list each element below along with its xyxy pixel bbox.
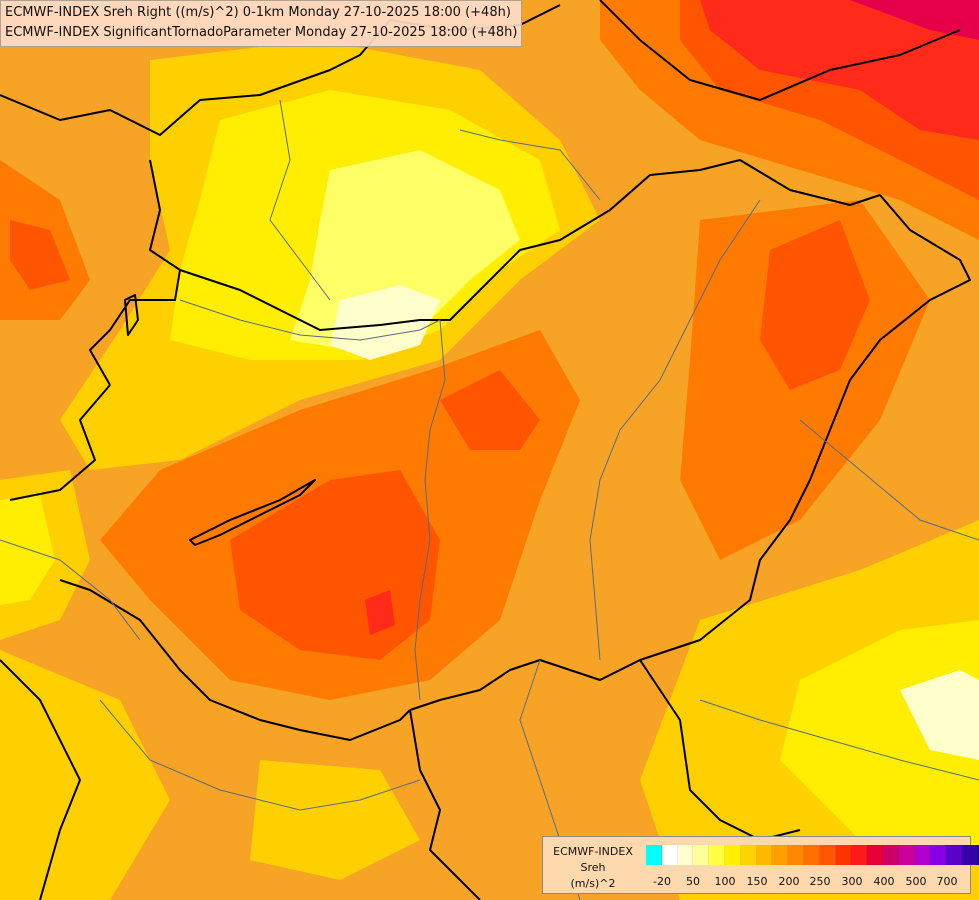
legend-swatch bbox=[724, 845, 741, 865]
legend-swatch bbox=[756, 845, 773, 865]
legend-variable: Sreh bbox=[580, 861, 606, 874]
region-line-1 bbox=[269, 99, 331, 301]
legend-tick: 500 bbox=[905, 875, 927, 888]
legend-swatch bbox=[646, 845, 662, 865]
legend-tick: 100 bbox=[714, 875, 736, 888]
sreh-field-yellow-southeast bbox=[780, 620, 979, 860]
legend-tick: 700 bbox=[936, 875, 958, 888]
sreh-field-red-orange-west bbox=[10, 220, 70, 290]
region-line-6 bbox=[0, 539, 141, 641]
legend-swatch bbox=[898, 845, 915, 865]
region-line-2 bbox=[459, 129, 601, 201]
border-hungary-austria bbox=[9, 384, 111, 501]
river-tisza bbox=[589, 199, 761, 661]
legend-swatch bbox=[772, 845, 789, 865]
legend-swatch bbox=[803, 845, 820, 865]
sreh-field-crimson-corner bbox=[850, 0, 979, 40]
sreh-field-red-orange-mid bbox=[440, 370, 540, 450]
legend-swatch bbox=[946, 845, 962, 865]
sreh-field-red-south bbox=[365, 590, 395, 635]
border-croatia-bosnia bbox=[0, 659, 81, 900]
legend-tick: 150 bbox=[746, 875, 768, 888]
lake-neusiedl bbox=[124, 294, 139, 336]
border-czech-austria bbox=[89, 159, 181, 386]
title-line-stp: ECMWF-INDEX SignificantTornadoParameter … bbox=[5, 25, 518, 40]
legend-swatch bbox=[914, 845, 931, 865]
legend-swatch bbox=[693, 845, 710, 865]
lake-balaton bbox=[189, 479, 316, 546]
legend-tick: 400 bbox=[873, 875, 895, 888]
legend-swatch bbox=[740, 845, 757, 865]
sreh-field-pale-southeast bbox=[900, 670, 979, 760]
color-legend: ECMWF-INDEX Sreh (m/s)^2 -20 50 100 150 200 2… bbox=[542, 836, 979, 894]
legend-unit: (m/s)^2 bbox=[570, 877, 616, 890]
legend-swatch bbox=[788, 845, 804, 865]
legend-tick: 300 bbox=[841, 875, 863, 888]
sreh-field-gold-southwest bbox=[0, 650, 170, 900]
sreh-field-gold-south bbox=[250, 760, 420, 880]
border-poland-slovakia bbox=[599, 0, 961, 101]
legend-swatch bbox=[867, 845, 883, 865]
sreh-field-pale-core bbox=[330, 285, 440, 360]
legend-tick: 50 bbox=[686, 875, 700, 888]
legend-swatch bbox=[835, 845, 852, 865]
legend-color-scale bbox=[646, 845, 979, 865]
sreh-field-yellow-west bbox=[0, 495, 55, 605]
border-serbia bbox=[409, 709, 481, 900]
region-line-4 bbox=[699, 699, 979, 781]
legend-swatch bbox=[882, 845, 899, 865]
sreh-field-red-orange-east bbox=[760, 220, 870, 390]
legend-swatch bbox=[661, 845, 678, 865]
legend-tick: 200 bbox=[778, 875, 800, 888]
legend-source: ECMWF-INDEX bbox=[553, 845, 633, 858]
border-hungary-croatia bbox=[59, 579, 411, 741]
legend-swatch bbox=[961, 845, 978, 865]
legend-swatch bbox=[677, 845, 694, 865]
map-title-box: ECMWF-INDEX Sreh Right ((m/s)^2) 0-1km M… bbox=[0, 0, 523, 47]
region-line-3 bbox=[99, 699, 421, 811]
title-line-sreh: ECMWF-INDEX Sreh Right ((m/s)^2) 0-1km M… bbox=[5, 5, 511, 20]
legend-swatch bbox=[709, 845, 725, 865]
legend-tick-labels: -20 50 100 150 200 250 300 400 500 700 bbox=[646, 875, 966, 889]
legend-swatch bbox=[819, 845, 836, 865]
region-line-5 bbox=[799, 419, 979, 541]
legend-tick: 250 bbox=[809, 875, 831, 888]
legend-swatch bbox=[851, 845, 868, 865]
legend-tick: -20 bbox=[653, 875, 671, 888]
sreh-field-red-northeast bbox=[700, 0, 979, 140]
river-danube bbox=[179, 299, 446, 701]
legend-swatch bbox=[977, 845, 979, 865]
border-slovakia-hungary bbox=[179, 159, 881, 331]
border-hungary-east bbox=[409, 194, 971, 711]
legend-swatch bbox=[930, 845, 947, 865]
